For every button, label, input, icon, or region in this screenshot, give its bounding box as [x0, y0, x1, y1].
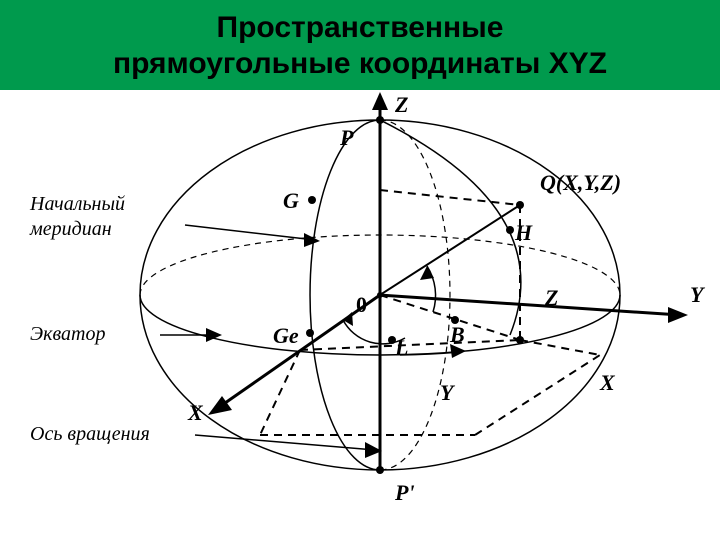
- label-Pprime: P': [394, 480, 415, 505]
- point-Pprime: [376, 466, 384, 474]
- title-line-2: прямоугольные координаты XYZ: [20, 46, 700, 82]
- label-origin: 0: [356, 292, 367, 317]
- point-origin: [377, 292, 383, 298]
- label-H: H: [514, 220, 533, 245]
- diagram-area: Z Y X 0 P P' G Ge H Q(X,Y,Z) L B Z X Y Н…: [0, 90, 720, 540]
- label-Y-axis: Y: [690, 282, 706, 307]
- label-L: L: [394, 335, 408, 360]
- label-Z-axis: Z: [394, 92, 408, 117]
- leader-meridian: [185, 225, 315, 240]
- z-axis-arrow: [372, 92, 388, 110]
- proj-h-to-yaxis: [520, 340, 600, 355]
- point-Hfoot: [516, 336, 524, 344]
- point-Ge: [306, 329, 314, 337]
- label-G: G: [283, 188, 299, 213]
- label-Q: Q(X,Y,Z): [540, 170, 621, 195]
- leader-meridian-arrow: [304, 233, 320, 247]
- label-equator: Экватор: [30, 323, 105, 345]
- title-line-1: Пространственные: [20, 10, 700, 46]
- y-axis: [380, 295, 680, 315]
- slide-title: Пространственные прямоугольные координат…: [0, 0, 720, 92]
- leader-axis: [195, 435, 375, 450]
- label-prime-meridian-2: меридиан: [29, 218, 112, 240]
- label-Ge: Ge: [273, 323, 299, 348]
- label-X-axis: X: [187, 400, 204, 425]
- label-Yproj: Y: [440, 380, 456, 405]
- q-z-line: [380, 190, 520, 205]
- label-prime-meridian-1: Начальный: [29, 193, 125, 215]
- point-G: [308, 196, 316, 204]
- y-axis-arrow: [668, 307, 688, 323]
- coordinate-diagram: Z Y X 0 P P' G Ge H Q(X,Y,Z) L B Z X Y Н…: [0, 90, 720, 540]
- label-B: B: [449, 322, 465, 347]
- point-P: [376, 116, 384, 124]
- proj-x-line2: [260, 350, 300, 435]
- equator-dir-arrow: [400, 352, 460, 355]
- meridian-front: [310, 120, 380, 470]
- label-Xproj: X: [599, 370, 616, 395]
- label-Zproj: Z: [544, 285, 558, 310]
- point-H: [506, 226, 514, 234]
- slide: Пространственные прямоугольные координат…: [0, 0, 720, 540]
- point-Q: [516, 201, 524, 209]
- label-rotation-axis: Ось вращения: [30, 423, 150, 445]
- label-P: P: [339, 125, 354, 150]
- proj-y-to-h: [475, 355, 600, 435]
